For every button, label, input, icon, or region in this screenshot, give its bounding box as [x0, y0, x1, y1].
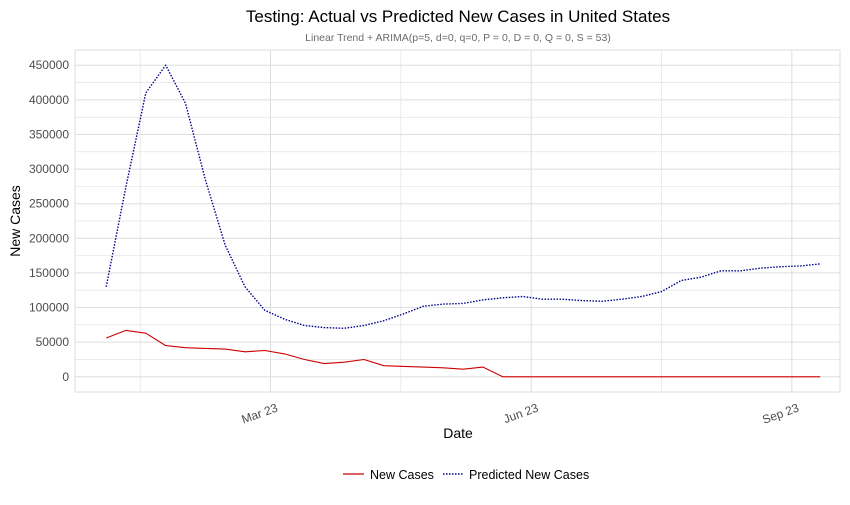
y-tick-label: 250000: [29, 197, 69, 211]
x-axis-title: Date: [443, 425, 473, 441]
y-tick-label: 450000: [29, 58, 69, 72]
x-tick-label: Mar 23: [240, 401, 280, 427]
y-tick-label: 50000: [36, 335, 70, 349]
y-tick-label: 100000: [29, 301, 69, 315]
series-line-new-cases: [106, 329, 821, 378]
legend: New Cases Predicted New Cases: [343, 468, 589, 482]
chart-title: Testing: Actual vs Predicted New Cases i…: [246, 7, 670, 26]
legend-label-new-cases: New Cases: [370, 468, 434, 482]
y-tick-label: 350000: [29, 127, 69, 141]
grid-layer: [74, 49, 841, 393]
y-tick-label: 150000: [29, 266, 69, 280]
y-tick-label: 400000: [29, 93, 69, 107]
y-tick-label: 0: [62, 370, 69, 384]
x-tick-label: Jun 23: [502, 401, 541, 427]
chart-subtitle: Linear Trend + ARIMA(p=5, d=0, q=0, P = …: [305, 32, 611, 44]
y-tick-label: 200000: [29, 231, 69, 245]
legend-label-predicted-new-cases: Predicted New Cases: [469, 468, 589, 482]
series-layer: [105, 64, 821, 378]
y-axis-title: New Cases: [7, 185, 23, 257]
x-tick-label: Sep 23: [760, 401, 801, 427]
y-tick-label: 300000: [29, 162, 69, 176]
